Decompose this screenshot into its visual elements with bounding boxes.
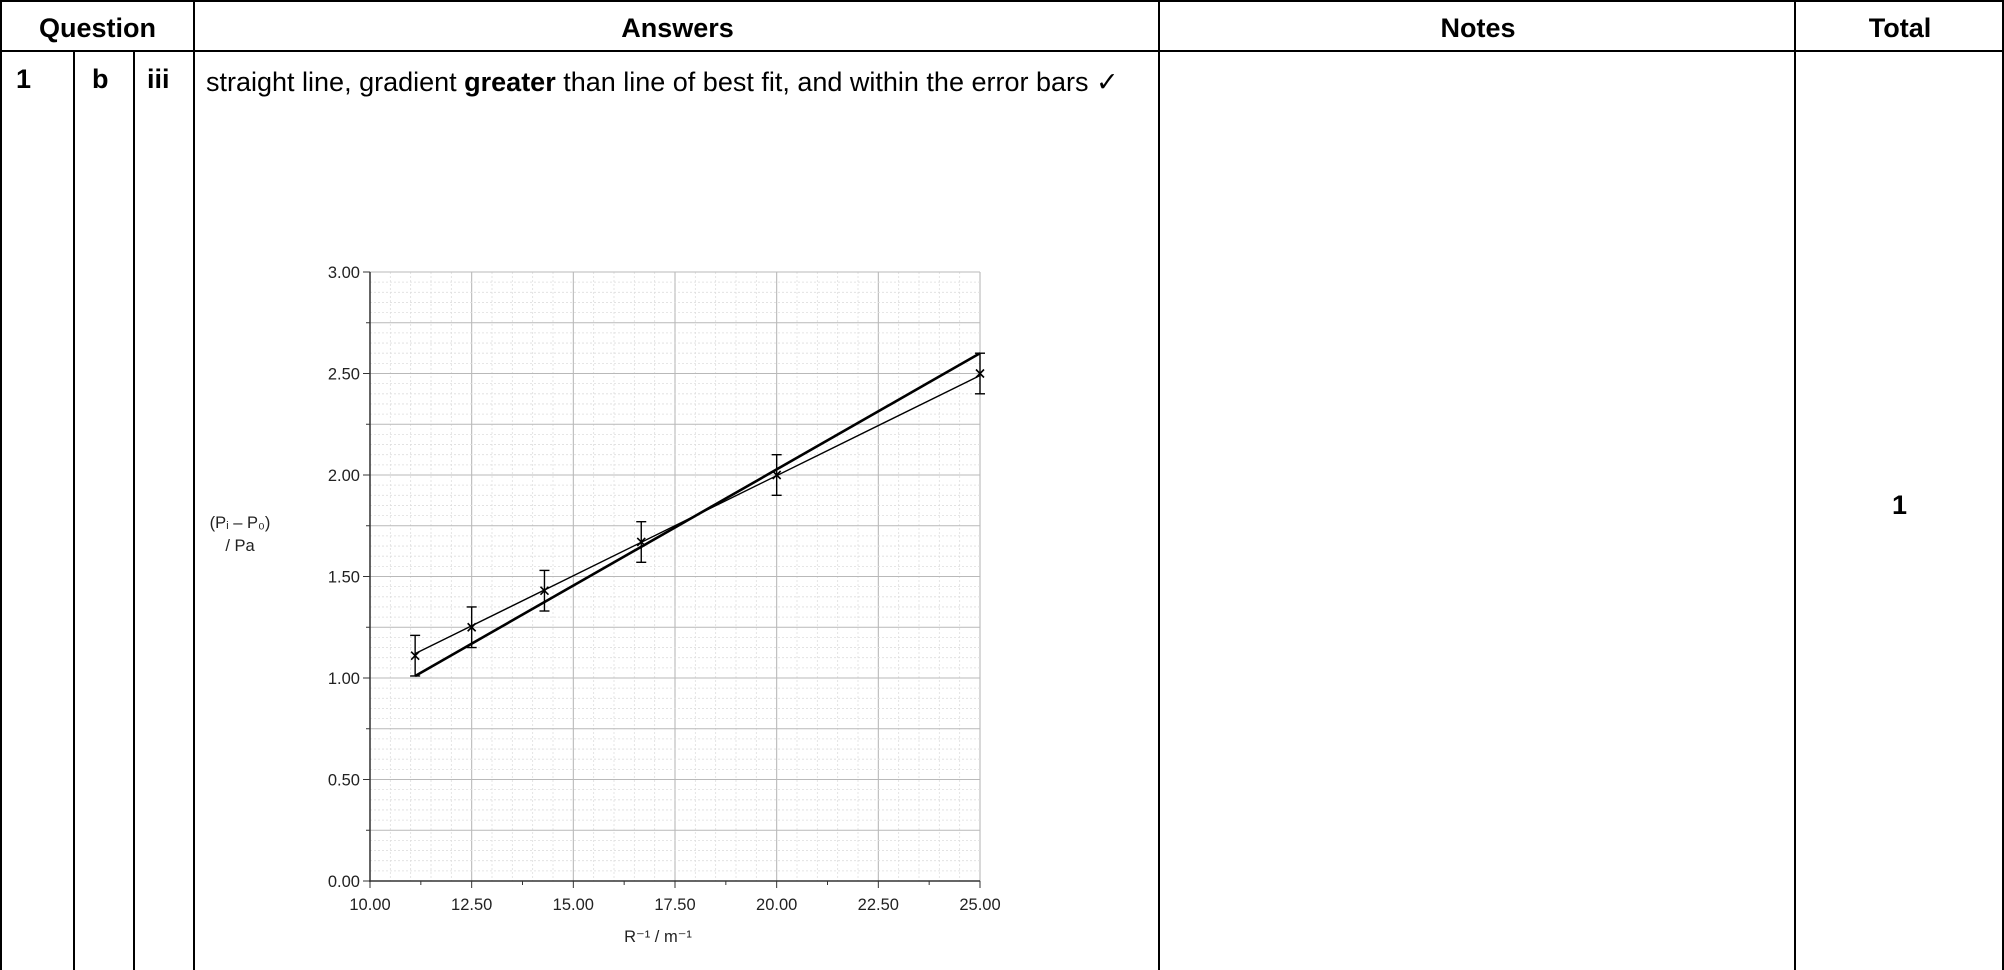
- answer-text-post: than line of best fit, and within the er…: [555, 67, 1119, 97]
- x-tick-label: 10.00: [349, 896, 390, 914]
- y-axis-label-line2: / Pa: [225, 537, 255, 555]
- x-tick-label: 22.50: [858, 896, 899, 914]
- column-divider: [73, 51, 75, 970]
- y-axis-label-line1: (Pᵢ – P₀): [210, 514, 271, 532]
- chart-grid: [369, 271, 981, 882]
- y-tick-label: 2.00: [328, 467, 360, 485]
- data-point: [975, 368, 985, 379]
- steeper-line: [414, 352, 981, 678]
- header-answers: Answers: [621, 13, 734, 43]
- data-point: [410, 651, 420, 661]
- column-divider: [1794, 0, 1796, 970]
- y-tick-label: 0.50: [328, 772, 360, 790]
- question-subpart: iii: [147, 64, 170, 94]
- total-mark: 1: [1891, 490, 1908, 520]
- chart-lines: [414, 352, 981, 678]
- header-divider: [0, 50, 2004, 52]
- x-tick-label: 12.50: [451, 896, 492, 914]
- table-border-top: [0, 0, 2004, 2]
- x-tick-label: 20.00: [756, 896, 797, 914]
- answer-text-pre: straight line, gradient: [206, 67, 465, 97]
- question-number: 1: [16, 64, 32, 94]
- chart-points: [410, 352, 985, 677]
- y-tick-label: 1.50: [328, 569, 360, 587]
- table-border-right: [2002, 0, 2004, 970]
- x-axis-label: R⁻¹ / m⁻¹: [624, 928, 692, 946]
- x-tick-label: 15.00: [553, 896, 594, 914]
- y-tick-label: 2.50: [328, 366, 360, 384]
- data-point: [467, 622, 477, 632]
- y-tick-label: 3.00: [328, 264, 360, 282]
- header-notes: Notes: [1440, 13, 1516, 43]
- data-point: [539, 586, 550, 596]
- question-part: b: [92, 64, 109, 94]
- column-divider: [193, 0, 195, 970]
- data-point: [636, 537, 646, 547]
- table-border-left: [0, 0, 2, 970]
- data-point: [772, 470, 782, 480]
- column-divider: [133, 51, 135, 970]
- header-question: Question: [38, 13, 156, 43]
- x-tick-label: 17.50: [654, 896, 695, 914]
- column-divider: [1158, 0, 1160, 970]
- x-tick-label: 25.00: [959, 896, 1000, 914]
- answer-text: straight line, gradient greater than lin…: [206, 64, 1136, 101]
- y-tick-label: 0.00: [328, 873, 360, 891]
- y-tick-label: 1.00: [328, 670, 360, 688]
- header-total: Total: [1868, 13, 1932, 43]
- chart-axes: 0.00 0.50 1.00 1.50 2.00 2.50 3.00 10.00 12.50 15…: [328, 264, 1001, 914]
- answer-text-bold: greater: [464, 67, 556, 97]
